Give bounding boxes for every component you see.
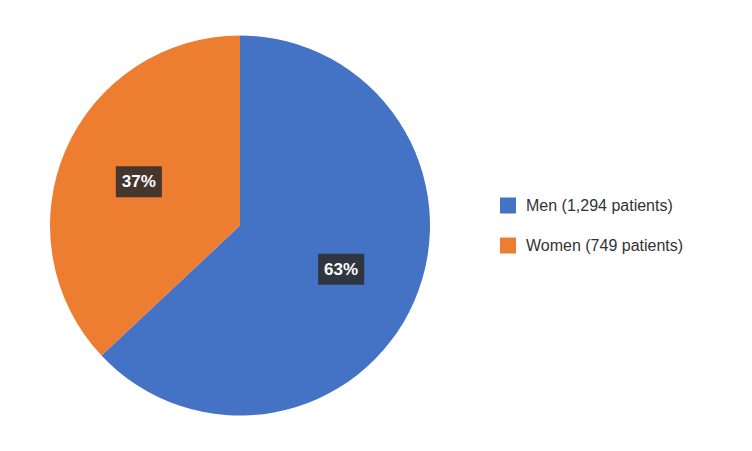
legend: Men (1,294 patients) Women (749 patients)	[500, 197, 683, 254]
background	[0, 0, 752, 451]
legend-label: Men (1,294 patients)	[526, 197, 673, 214]
slice	[50, 36, 240, 356]
data-label-background	[318, 254, 364, 285]
chart: 63% 37% Men (1,294 patients) Women (749 pat…	[0, 0, 752, 451]
data-label: 37%	[122, 172, 156, 191]
data-label: 63%	[324, 260, 358, 279]
data-labels: 63% 37%	[116, 166, 364, 285]
data-label-background	[116, 166, 162, 197]
pie	[50, 36, 430, 416]
legend-label: Women (749 patients)	[526, 237, 683, 254]
legend-swatch	[500, 198, 516, 214]
legend-swatch	[500, 238, 516, 254]
